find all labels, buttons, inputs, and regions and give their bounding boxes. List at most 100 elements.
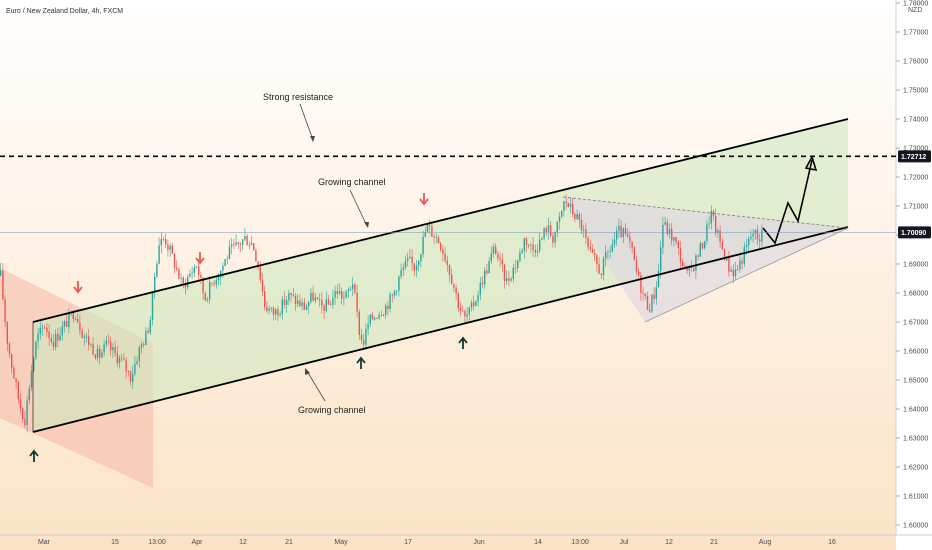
candle-body [642,292,644,294]
triangle-shape [563,197,848,322]
candle-body [497,253,499,259]
candle-body [717,230,719,233]
candle-body [83,336,85,338]
candle-body [646,296,649,310]
candle-body [701,243,704,249]
candle-body [8,343,11,355]
candle-body [385,305,387,315]
candle-body [455,287,457,294]
candle-body [354,284,356,293]
candle-body [165,239,167,245]
candle-body [466,314,468,317]
x-tick-label: 12 [239,539,247,546]
candle-body [162,238,165,240]
down-arrow-icon [195,252,205,265]
candle-body [189,273,191,277]
y-axis: 1.78000 1.77000 1.76000 1.75000 1.74000 1.730… [0,1,931,530]
channel-bottom-pointer-head [305,368,310,375]
candle-body [169,245,171,250]
candle-body [682,262,684,266]
candle-body [176,267,178,270]
candle-body [264,291,266,308]
candle-body [607,251,609,253]
candle-body [125,360,127,372]
y-tick-label: 1.65000 [903,378,928,385]
candle-body [123,358,125,361]
candle-body [332,297,334,305]
candle-body [215,280,217,285]
candle-body [2,270,4,300]
candle-body [451,274,453,285]
candle-body [415,265,418,271]
candle-body [341,291,343,299]
candle-body [17,382,19,400]
candle-body [732,269,734,277]
candle-body [283,299,286,305]
candle-body [160,238,162,246]
candle-body [400,269,402,277]
y-tick-label: 1.73000 [903,146,928,153]
candle-body [41,327,44,329]
candle-body [374,317,376,320]
candle-body [411,256,413,264]
x-tick-label: 13:00 [148,539,166,546]
candle-body [464,311,466,317]
candle-body [268,308,270,311]
candle-body [435,237,437,239]
candle-body [741,260,743,264]
candle-body [250,243,253,246]
candle-body [611,244,613,252]
candle-body [514,267,517,269]
candle-body [0,270,2,276]
candle-body [638,271,640,276]
candle-body [380,315,382,316]
candle-body [486,270,488,274]
candle-body [233,244,235,246]
candle-body [532,244,534,251]
candle-body [556,221,558,233]
x-tick-label: Aug [759,539,772,546]
up-arrow-icon [356,356,366,369]
candle-body [545,228,547,232]
channel-top-pointer-head [364,222,369,228]
candle-body [484,270,486,285]
candle-body [543,228,545,239]
candle-body [521,250,523,253]
candle-body [602,258,605,276]
candle-body [255,250,257,262]
candle-body [330,304,332,306]
candle-body [319,299,321,301]
candle-body [321,300,323,306]
candle-body [530,244,532,246]
candle-body [528,244,530,246]
candle-body [468,307,470,315]
candle-body [534,250,536,253]
candle-body [33,358,35,372]
candle-body [191,272,193,274]
candle-body [750,236,752,239]
candle-body [490,253,492,261]
candle-body [290,292,292,295]
candle-body [631,241,633,248]
candle-body [393,290,396,296]
candle-body [171,245,173,254]
candle-body [448,265,451,275]
price-axis-background [896,0,932,550]
candle-body [288,292,290,301]
candle-body [536,250,539,253]
x-tick-label: 17 [404,539,412,546]
candle-body [402,267,404,270]
candle-body [580,219,583,231]
candle-body [591,249,594,253]
candle-body [363,339,365,345]
up-arrow-icon [458,336,468,349]
candle-body [59,335,61,341]
candle-body [418,261,420,266]
candle-body [613,239,616,245]
candle-body [589,247,591,250]
candle-body [299,300,301,307]
candle-body [444,253,446,261]
y-tick-label: 1.68000 [903,291,928,298]
candle-body [488,260,490,274]
candle-body [715,215,717,233]
